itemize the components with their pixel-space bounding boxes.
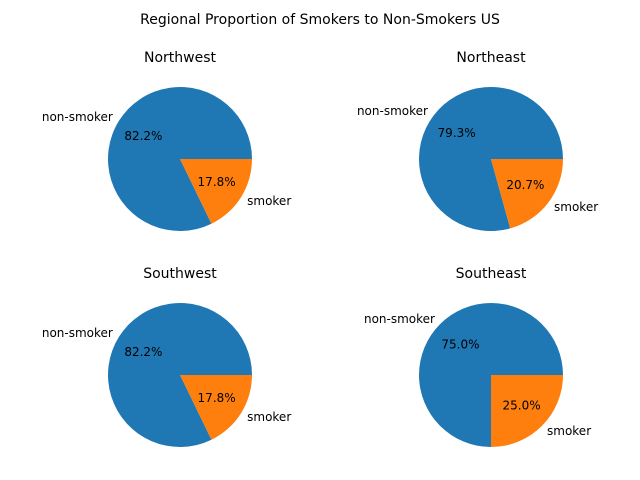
slice-category-label: smoker bbox=[247, 410, 291, 424]
pie-title: Northeast bbox=[456, 50, 526, 66]
pie-northwest: Northwest 82.2% non-smoker 17.8% smoker bbox=[42, 50, 291, 232]
pie-northeast: Northeast 79.3% non-smoker 20.7% smoker bbox=[357, 50, 598, 232]
slice-category-label: non-smoker bbox=[357, 104, 428, 118]
pie-slice-smoker bbox=[180, 159, 252, 224]
slice-percent-label: 17.8% bbox=[198, 175, 236, 189]
slice-category-label: non-smoker bbox=[42, 110, 113, 124]
pie-panels: Northwest82.2%non-smoker17.8%smokerNorth… bbox=[42, 50, 598, 448]
slice-category-label: non-smoker bbox=[42, 326, 113, 340]
slice-percent-label: 20.7% bbox=[506, 178, 544, 192]
slice-category-label: smoker bbox=[247, 194, 291, 208]
pie-slice-smoker bbox=[491, 375, 563, 447]
pie-title: Southeast bbox=[456, 266, 527, 282]
slice-percent-label: 82.2% bbox=[124, 345, 162, 359]
pie-slice-non-smoker bbox=[419, 87, 563, 232]
slice-category-label: smoker bbox=[547, 424, 591, 438]
slice-category-label: smoker bbox=[554, 200, 598, 214]
pie-southeast: Southeast 75.0% non-smoker 25.0% smoker bbox=[364, 266, 591, 447]
slice-percent-label: 75.0% bbox=[441, 337, 479, 351]
pie-slice-non-smoker bbox=[108, 303, 252, 448]
pie-slice-non-smoker bbox=[108, 87, 252, 232]
pie-slice-smoker bbox=[180, 375, 252, 440]
slice-category-label: non-smoker bbox=[364, 312, 435, 326]
slice-percent-label: 17.8% bbox=[198, 391, 236, 405]
slice-percent-label: 25.0% bbox=[502, 399, 540, 413]
slice-percent-label: 82.2% bbox=[124, 129, 162, 143]
slice-percent-label: 79.3% bbox=[438, 126, 476, 140]
figure-title: Regional Proportion of Smokers to Non-Sm… bbox=[140, 12, 500, 28]
pie-title: Northwest bbox=[144, 50, 217, 66]
pie-slice-smoker bbox=[491, 159, 564, 229]
pie-southwest: Southwest 82.2% non-smoker 17.8% smoker bbox=[42, 266, 291, 448]
pie-title: Southwest bbox=[143, 266, 217, 282]
